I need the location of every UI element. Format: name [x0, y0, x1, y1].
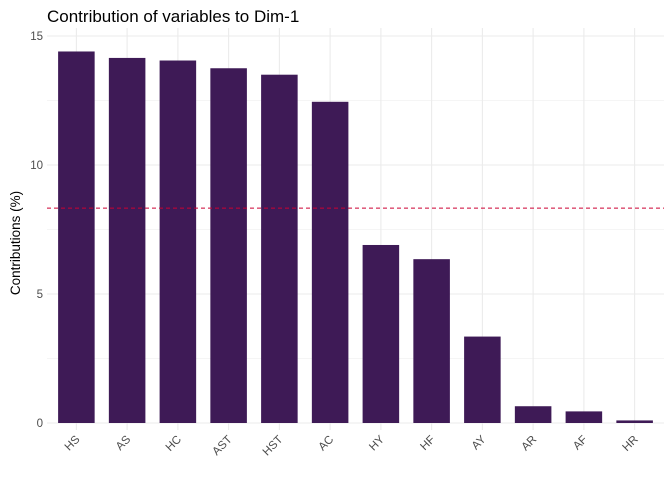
- x-axis-ticks: HS AS HC AST HST AC HY HF AY AR AF HR: [63, 433, 641, 458]
- bar-hf: [413, 259, 450, 423]
- bar-ac: [311, 101, 349, 423]
- bar-hs: [58, 51, 95, 423]
- x-tick-label: AC: [316, 434, 336, 454]
- x-tick-label: AR: [519, 434, 539, 454]
- x-tick-label: AST: [210, 434, 234, 458]
- x-tick-label: HY: [367, 433, 387, 453]
- x-tick-label: AY: [470, 433, 489, 452]
- bar-ast: [210, 68, 247, 423]
- x-tick-label: AF: [571, 434, 590, 453]
- y-tick-label: 10: [30, 160, 43, 172]
- bar-af: [565, 411, 603, 423]
- chart-title: Contribution of variables to Dim-1: [47, 7, 299, 26]
- x-tick-label: HS: [63, 433, 83, 453]
- y-axis-ticks: 0 5 10 15: [30, 31, 43, 430]
- y-tick-label: 5: [37, 289, 43, 301]
- x-tick-label: HST: [261, 434, 286, 459]
- bars: [58, 51, 653, 424]
- bar-hc: [159, 60, 197, 423]
- bar-hr: [616, 420, 653, 423]
- y-axis-label: Contributions (%): [8, 191, 23, 295]
- x-tick-label: HF: [418, 434, 437, 453]
- bar-as: [108, 57, 146, 424]
- x-tick-label: HR: [621, 434, 641, 454]
- bar-ay: [464, 336, 501, 423]
- bar-hy: [362, 244, 400, 423]
- x-tick-label: AS: [114, 433, 134, 453]
- y-tick-label: 0: [37, 418, 43, 430]
- bar-hst: [261, 74, 298, 423]
- x-tick-label: HC: [164, 434, 184, 454]
- y-tick-label: 15: [30, 31, 43, 43]
- bar-ar: [514, 406, 552, 423]
